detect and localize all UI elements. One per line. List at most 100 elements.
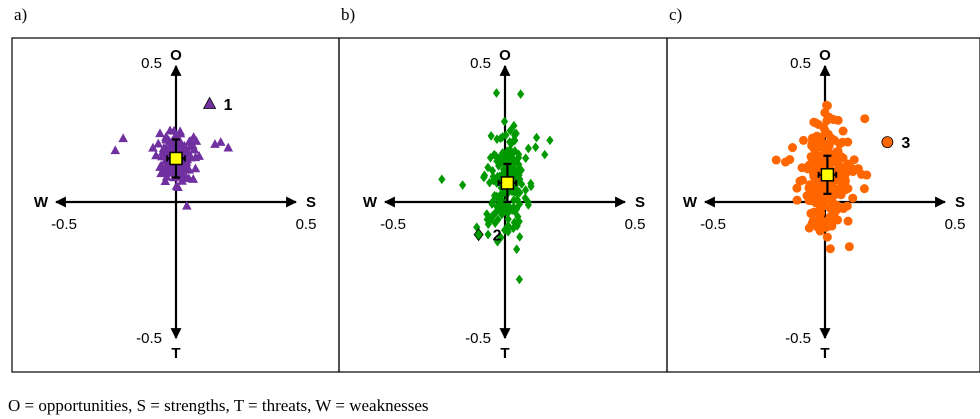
tick-label-left: -0.5 [700, 216, 726, 233]
data-point [848, 193, 858, 203]
data-point [516, 232, 524, 242]
data-point [532, 142, 540, 152]
point-cloud [438, 88, 554, 285]
data-point [806, 152, 816, 162]
data-point [484, 229, 492, 240]
data-point [822, 116, 832, 126]
data-point [492, 88, 501, 98]
data-point [484, 162, 492, 173]
data-point [510, 195, 518, 206]
data-point [506, 144, 514, 155]
data-point [505, 148, 513, 159]
data-point [485, 177, 494, 188]
data-point [215, 137, 226, 146]
data-point [815, 213, 825, 223]
data-point [473, 222, 481, 233]
data-point [827, 134, 837, 144]
data-point [812, 160, 822, 170]
tick-label-right: 0.5 [296, 216, 317, 233]
data-point [804, 183, 814, 193]
axis-letter-right: S [955, 194, 965, 211]
mean-point [169, 151, 183, 166]
data-point [798, 135, 808, 145]
data-point [510, 120, 518, 131]
data-point [480, 172, 488, 183]
data-point [155, 128, 165, 138]
data-point [781, 157, 791, 167]
mean-point [820, 168, 835, 182]
data-point [153, 138, 164, 148]
data-point [506, 125, 514, 136]
axis-letter-bottom: T [820, 345, 829, 362]
data-point [821, 139, 831, 149]
data-point [827, 154, 837, 164]
data-point [182, 200, 192, 210]
data-point [486, 152, 495, 163]
data-point [827, 203, 837, 213]
data-point [828, 184, 838, 194]
outlier-label: 3 [901, 135, 910, 152]
data-point [812, 138, 822, 148]
data-point [843, 216, 853, 226]
data-point [524, 200, 532, 210]
data-point [521, 185, 530, 195]
data-point [513, 185, 521, 196]
data-point [510, 202, 518, 212]
data-point [223, 142, 234, 152]
data-point [838, 126, 848, 136]
axis-letter-top: O [170, 47, 182, 64]
outlier-label: 1 [224, 97, 233, 114]
point-cloud [110, 125, 234, 210]
data-point [488, 166, 497, 176]
data-point [151, 150, 161, 160]
data-point [505, 201, 513, 212]
data-point [515, 199, 524, 209]
data-point [841, 168, 851, 178]
data-point [517, 165, 525, 175]
data-point [817, 151, 827, 161]
data-point [498, 196, 506, 207]
data-point [792, 183, 802, 193]
data-point [118, 133, 128, 143]
data-point [541, 149, 549, 160]
axis-letter-top: O [819, 47, 831, 64]
data-point [164, 163, 175, 173]
axis-letter-right: S [635, 194, 645, 211]
data-point [504, 208, 512, 219]
data-point [497, 232, 505, 243]
data-point [815, 186, 825, 196]
data-point [518, 179, 526, 189]
data-point [501, 186, 509, 196]
data-point [459, 180, 467, 190]
data-point [513, 204, 521, 214]
tick-label-top: 0.5 [790, 55, 811, 72]
data-point [515, 149, 523, 160]
data-point [493, 236, 502, 247]
data-point [486, 214, 494, 224]
axis-letter-left: W [34, 194, 49, 211]
data-point [496, 152, 504, 163]
tick-label-bottom: -0.5 [465, 330, 491, 347]
caption: O = opportunities, S = strengths, T = th… [8, 396, 429, 415]
data-point [181, 172, 192, 182]
data-point [532, 132, 541, 143]
tick-label-left: -0.5 [51, 216, 77, 233]
data-point [839, 204, 849, 214]
data-point [504, 226, 512, 237]
data-point [156, 168, 166, 178]
data-point [148, 142, 158, 152]
tick-label-bottom: -0.5 [136, 330, 162, 347]
data-point [833, 146, 843, 156]
data-point [822, 100, 832, 110]
data-point [809, 207, 819, 217]
data-point [513, 194, 521, 205]
data-point [188, 140, 198, 150]
panel-2: b) O T W S 0.5 -0.5 -0.5 0.5 2 [338, 5, 668, 373]
data-point [504, 214, 512, 225]
data-point [165, 125, 175, 135]
data-point [496, 191, 504, 202]
mean-point [500, 176, 515, 190]
axis-letter-right: S [306, 194, 316, 211]
data-point [825, 244, 835, 254]
data-point [483, 209, 491, 219]
